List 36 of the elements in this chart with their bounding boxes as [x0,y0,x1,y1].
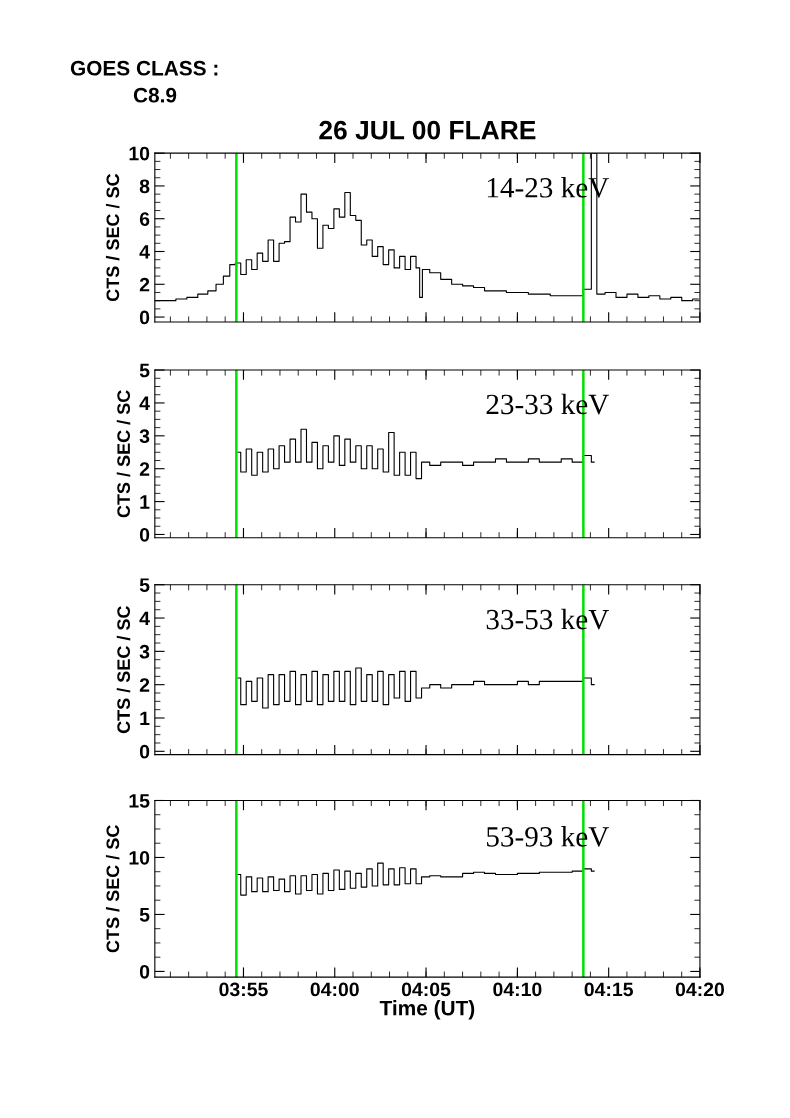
y-axis-title: CTS / SEC / SC [116,605,131,734]
y-tick-label: 5 [139,578,150,592]
y-tick-label: 5 [139,363,150,378]
y-tick-label: 0 [139,744,150,759]
y-tick-label: 2 [139,277,150,292]
y-tick-label: 2 [139,462,150,476]
y-tick-label: 5 [139,908,150,922]
y-tick-label: 2 [139,678,150,692]
y-tick-label: 0 [139,964,150,979]
y-tick-label: 0 [139,527,150,542]
text: GOES CLASS : [70,60,218,76]
y-tick-label: 15 [129,794,150,808]
y-tick-label: 10 [129,850,150,865]
x-axis-title: Time (UT) [379,1000,475,1020]
y-tick-label: 3 [139,429,150,444]
y-tick-label: 10 [129,146,150,161]
y-tick-label: 4 [139,611,150,626]
y-tick-label: 1 [140,495,150,509]
x-tick-label: 04:15 [584,982,633,997]
x-tick-label: 04:20 [675,982,725,997]
x-tick-label: 03:55 [219,982,268,997]
x-tick-label: 04:10 [493,982,542,997]
x-tick-label: 04:00 [310,982,359,997]
y-tick-label: 1 [140,711,150,726]
y-axis-title: CTS / SEC / SC [105,173,120,302]
y-axis-title: CTS / SEC / SC [105,825,120,953]
chart-title: 26 JUL 00 FLARE [319,120,536,140]
y-tick-label: 4 [139,396,150,410]
y-tick-label: 3 [139,644,150,659]
x-tick-label: 04:05 [401,982,451,997]
text: C8.9 [133,87,177,103]
y-tick-label: 8 [139,179,150,194]
y-tick-label: 6 [139,212,150,226]
y-tick-label: 0 [139,310,150,325]
y-tick-label: 4 [139,245,150,259]
y-axis-title: CTS / SEC / SC [116,390,131,518]
